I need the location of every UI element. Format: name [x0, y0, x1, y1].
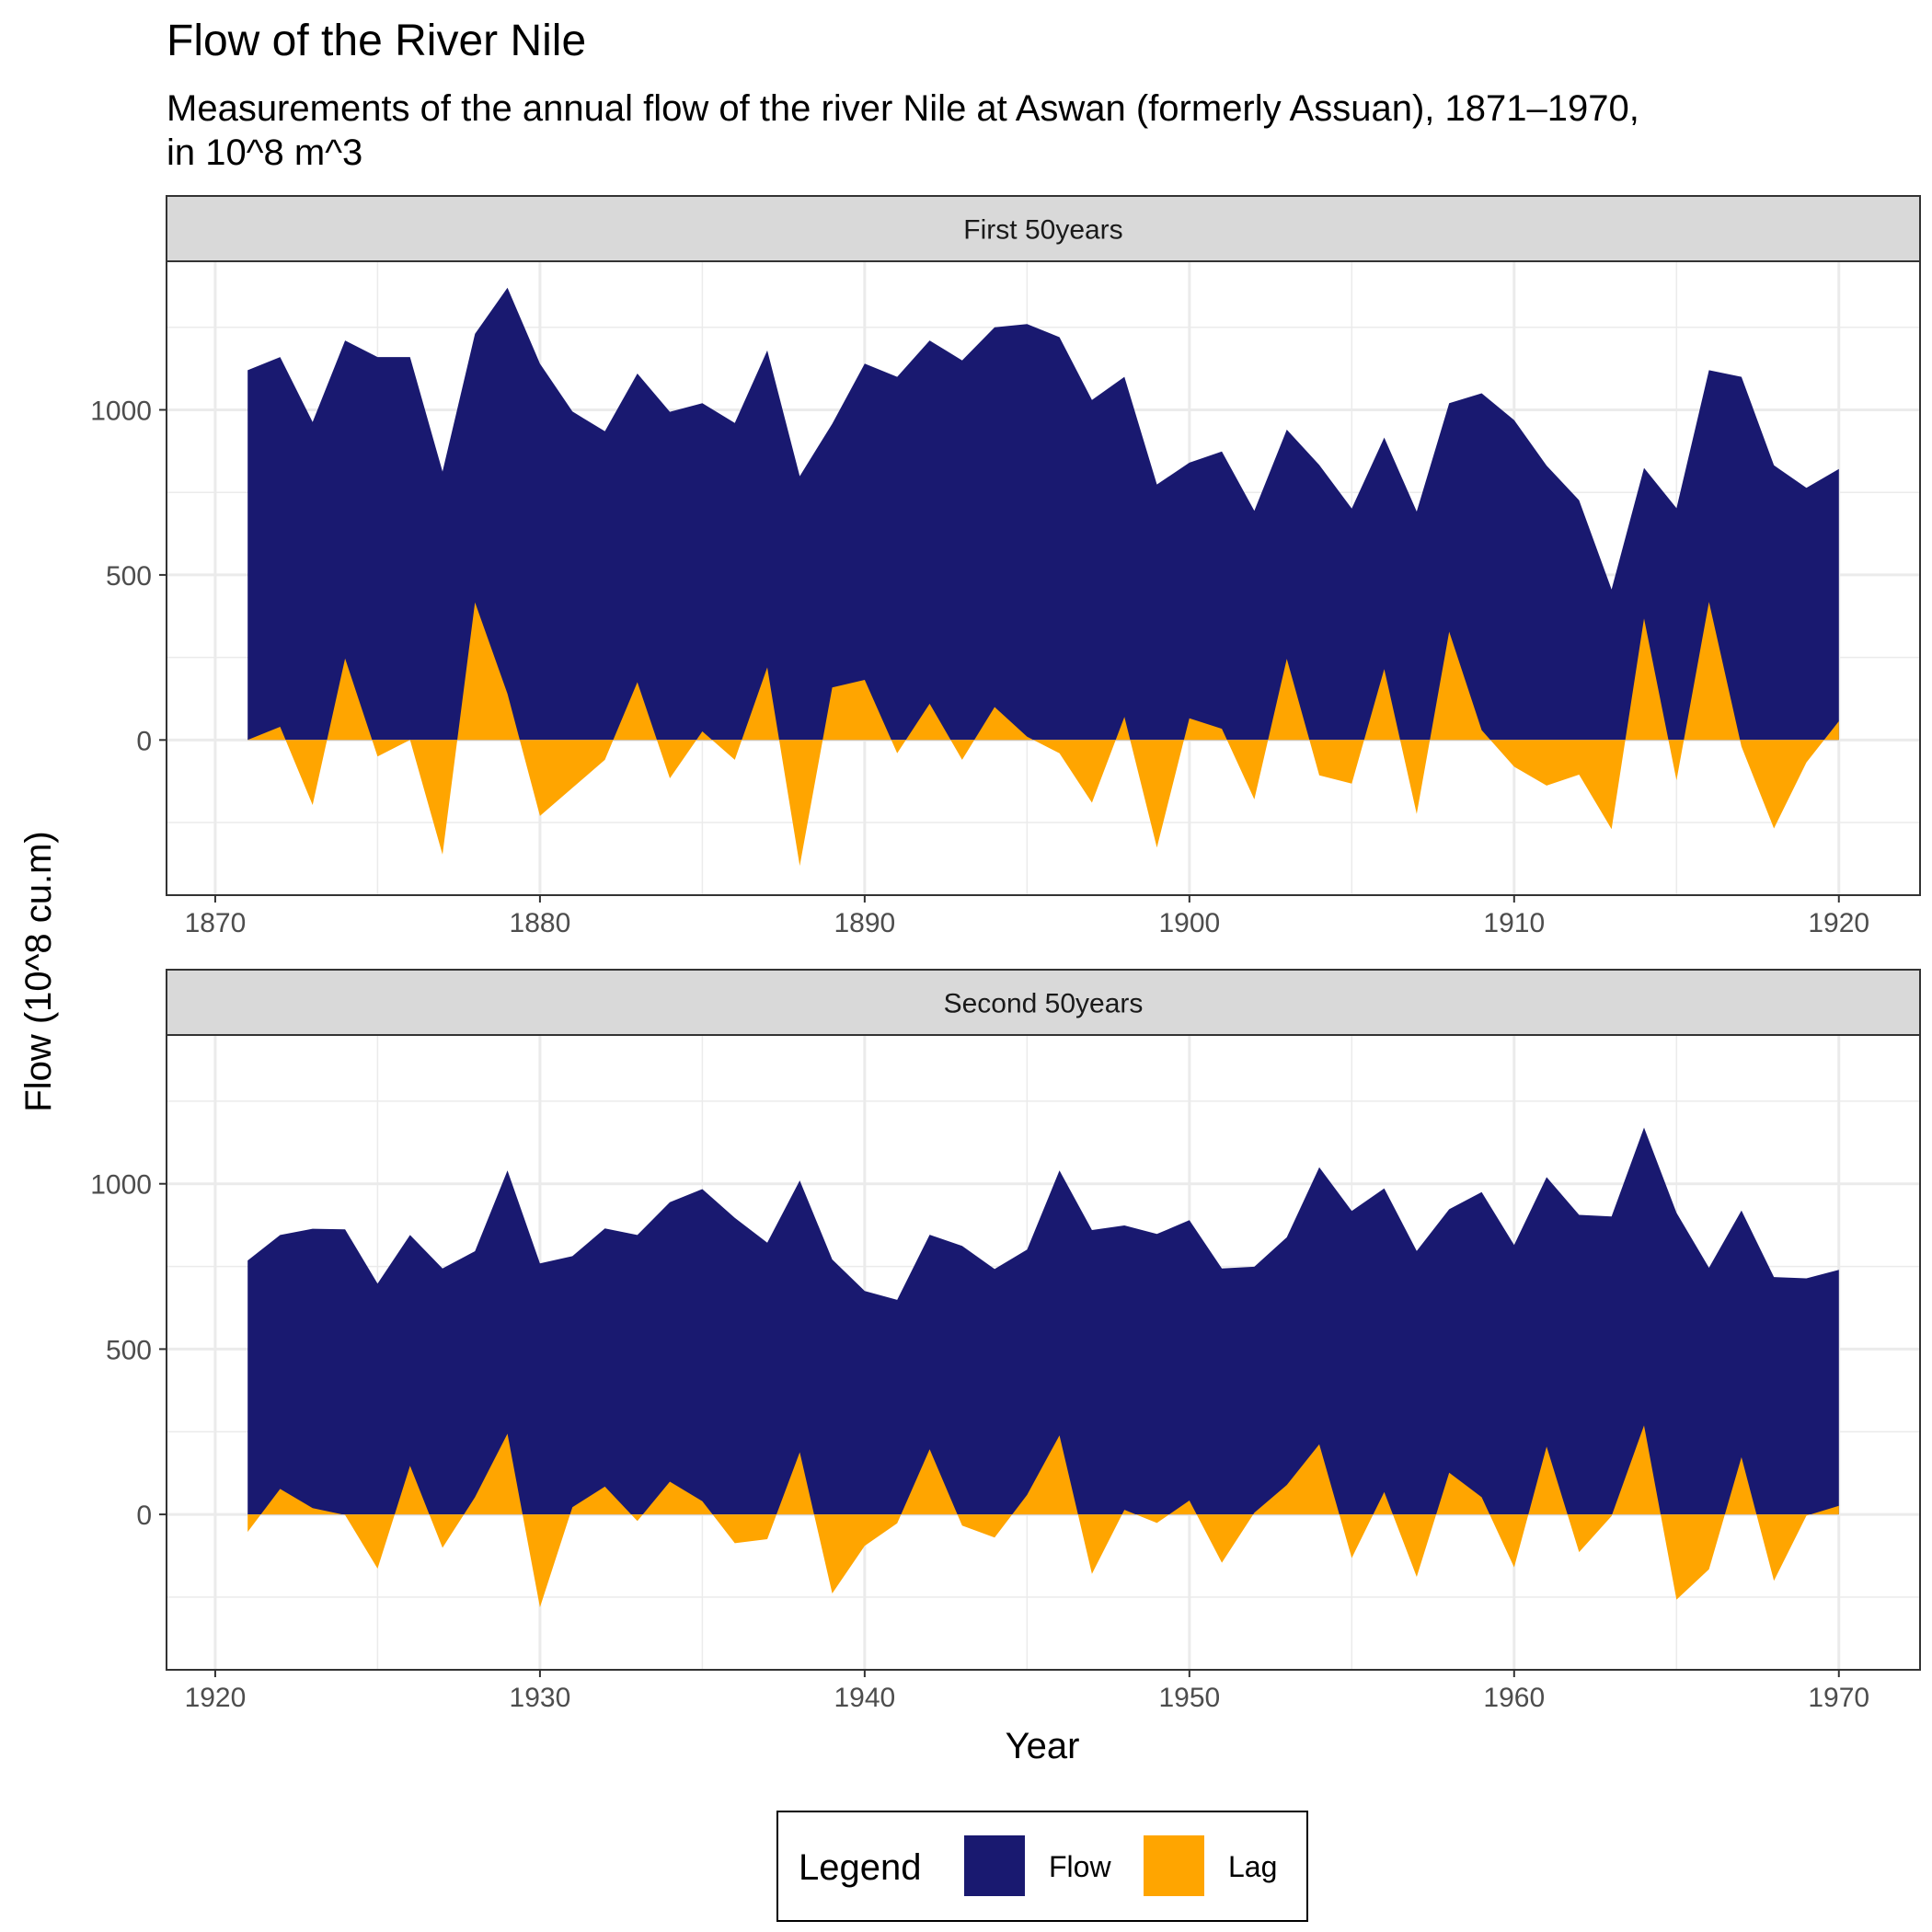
chart-subtitle-line-1: Measurements of the annual flow of the r…: [167, 88, 1639, 129]
x-tick-label: 1970: [1808, 1683, 1869, 1713]
facet-strip-label: Second 50years: [944, 989, 1144, 1019]
facet-strip: [166, 969, 1921, 1036]
y-tick-label: 500: [106, 1335, 152, 1365]
legend-label-flow: Flow: [1049, 1850, 1111, 1883]
panel-border: [166, 1034, 1921, 1671]
x-tick-label: 1930: [510, 1683, 571, 1713]
y-tick-label: 0: [136, 726, 152, 756]
legend-swatch-flow: [964, 1835, 1025, 1896]
panel-border: [166, 260, 1921, 896]
x-tick-label: 1920: [185, 1683, 247, 1713]
x-tick-label: 1870: [185, 908, 247, 938]
area-flow: [247, 1127, 1839, 1515]
legend: Legend Flow Lag: [776, 1811, 1308, 1922]
x-tick-label: 1900: [1158, 908, 1220, 938]
facet-strip: [166, 195, 1921, 262]
legend-swatch-lag: [1144, 1835, 1204, 1896]
area-lag: [247, 1425, 1839, 1608]
y-tick-label: 1000: [90, 396, 152, 426]
panel-1: First 50years 0 500 1000 1870 1880 1890 1900 191…: [90, 195, 1921, 938]
chart-title: Flow of the River Nile: [167, 17, 586, 65]
y-tick-label: 1000: [90, 1170, 152, 1201]
legend-title: Legend: [799, 1847, 921, 1888]
x-tick-label: 1950: [1158, 1683, 1220, 1713]
facet-strip-label: First 50years: [963, 215, 1122, 246]
y-axis-title: Flow (10^8 cu.m): [18, 831, 59, 1112]
x-tick-label: 1920: [1808, 908, 1869, 938]
facet-panels: First 50years 0 500 1000 1870 1880 1890 1900 191…: [90, 195, 1921, 1713]
legend-label-lag: Lag: [1228, 1850, 1277, 1883]
x-tick-label: 1910: [1483, 908, 1545, 938]
legend-box: [776, 1811, 1308, 1922]
x-tick-label: 1890: [834, 908, 895, 938]
y-tick-label: 500: [106, 561, 152, 592]
x-tick-label: 1940: [834, 1683, 895, 1713]
x-tick-label: 1960: [1483, 1683, 1545, 1713]
x-axis-title: Year: [1006, 1726, 1080, 1766]
chart-subtitle-line-2: in 10^8 m^3: [167, 132, 362, 173]
panel-2: Second 50years 0 500 1000 1920 1930 1940 1950 19…: [90, 969, 1921, 1713]
area-flow: [247, 287, 1839, 741]
x-tick-label: 1880: [510, 908, 571, 938]
y-tick-label: 0: [136, 1501, 152, 1531]
